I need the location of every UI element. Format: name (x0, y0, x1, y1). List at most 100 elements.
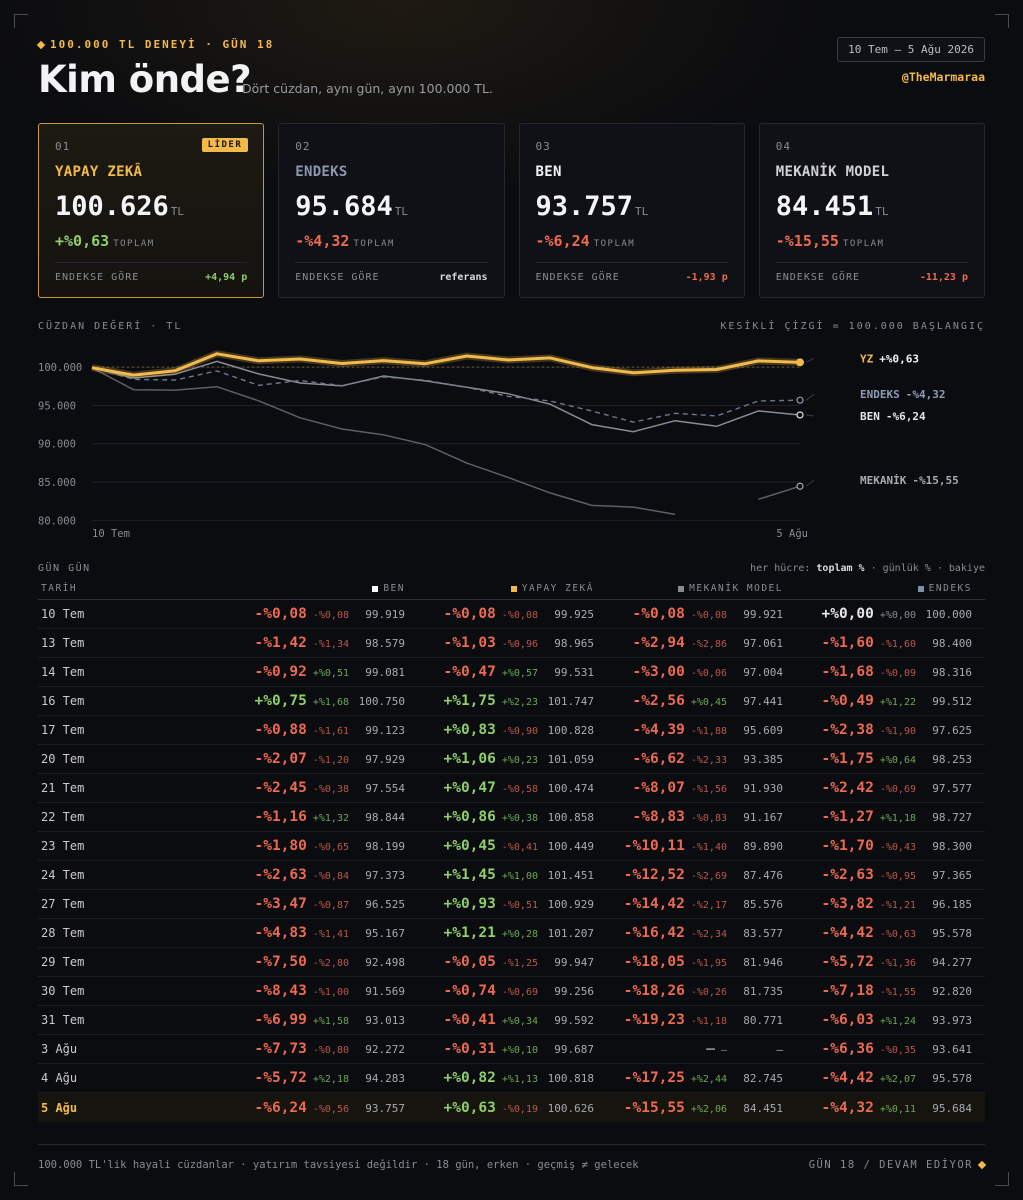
cell-daily-pct: -%0,83 (690, 813, 727, 824)
series-line-mekanik (758, 485, 801, 501)
table-row: 3 Ağu -%7,73 -%0,80 92.272 -%0,31 +%0,10 99.68… (38, 1035, 985, 1064)
cell-total-pct: -%3,82 (821, 896, 874, 912)
cell-daily-pct: -%0,09 (879, 668, 916, 679)
card-change-label: TOPLAM (353, 239, 395, 249)
series-end-label-endeks: ENDEKS -%4,32 (860, 388, 946, 401)
card-footer-value: +4,94 p (205, 272, 248, 283)
cell-ben: -%2,45 -%0,38 97.554 (228, 780, 417, 796)
cell-daily-pct: +%0,64 (879, 755, 916, 766)
cell-total-pct: +%0,86 (443, 809, 496, 825)
cell-daily-pct: -%0,08 (312, 610, 349, 621)
y-tick-label: 90.000 (38, 439, 76, 451)
cell-daily-pct: -%1,41 (312, 929, 349, 940)
cell-total-pct: -%4,39 (632, 722, 685, 738)
end-label-leader (805, 414, 815, 417)
card-footer-value: -11,23 p (919, 272, 968, 283)
cell-daily-pct: +%1,13 (501, 1074, 538, 1085)
card-change: -%15,55 TOPLAM (776, 232, 968, 250)
cell-balance: 99.687 (554, 1043, 594, 1056)
cell-ben: -%1,42 -%1,34 98.579 (228, 635, 417, 651)
cell-balance: 80.771 (743, 1014, 783, 1027)
cell-endeks: -%4,32 +%0,11 95.684 (795, 1100, 984, 1116)
card-value-unit: TL (170, 205, 185, 218)
wallet-card[interactable]: 03 BEN 93.757 TL -%6,24 TOPLAM ENDEKSE GÖRE -1,… (518, 123, 745, 298)
cell-total-pct: -%3,47 (254, 896, 307, 912)
card-footer: ENDEKSE GÖRE -1,93 p (535, 262, 728, 283)
cell-daily-pct: -%1,88 (690, 726, 727, 737)
cell-balance: 97.373 (365, 869, 405, 882)
table-row: 5 Ağu -%6,24 -%0,56 93.757 +%0,63 -%0,19 100.6… (38, 1093, 985, 1122)
cell-balance: 97.577 (932, 782, 972, 795)
cell-total-pct: -%8,83 (632, 809, 685, 825)
cell-yz: -%0,31 +%0,10 99.687 (417, 1041, 606, 1057)
cell-daily-pct: -%0,19 (501, 1103, 538, 1115)
cell-daily-pct: -%1,18 (690, 1016, 727, 1027)
cell-balance: 99.592 (554, 1014, 594, 1027)
cell-balance: 91.569 (365, 985, 405, 998)
card-change-value: +%0,63 (55, 232, 110, 250)
series-end-point-ben (796, 411, 804, 419)
cell-balance: 101.451 (547, 869, 594, 882)
card-value-number: 84.451 (775, 191, 874, 222)
diamond-icon (977, 1160, 987, 1170)
cell-mekanik: -%4,39 -%1,88 95.609 (606, 722, 795, 738)
footer: 100.000 TL'lik hayali cüzdanlar · yatırı… (38, 1144, 987, 1171)
card-number: 04 (775, 140, 791, 153)
cell-total-pct: -%8,07 (632, 780, 685, 796)
cell-balance: 99.947 (554, 956, 594, 969)
row-date: 23 Tem (41, 839, 85, 853)
cell-total-pct: -%7,50 (254, 954, 307, 970)
cell-daily-pct: +%2,06 (690, 1103, 727, 1115)
cell-daily-pct: -%2,69 (690, 871, 727, 882)
cell-total-pct: -%2,07 (254, 751, 307, 767)
legend-swatch-icon (372, 585, 379, 592)
cell-mekanik: -%18,05 -%1,95 81.946 (606, 954, 795, 970)
cell-yz: -%0,08 -%0,08 99.925 (417, 606, 606, 622)
card-change-label: TOPLAM (113, 239, 155, 249)
cell-balance: 101.207 (547, 927, 594, 940)
cell-yz: +%1,21 +%0,28 101.207 (417, 925, 606, 941)
wallet-card[interactable]: 04 MEKANİK MODEL 84.451 TL -%15,55 TOPLAM ENDE… (758, 123, 985, 298)
cell-yz: +%1,75 +%2,23 101.747 (417, 693, 606, 709)
cell-mekanik: -%2,94 -%2,86 97.061 (606, 635, 795, 651)
cell-daily-pct: -%1,21 (879, 900, 916, 911)
cell-balance: 101.059 (547, 753, 594, 766)
cell-total-pct: -%2,94 (632, 635, 685, 651)
frame-corner-top-left (14, 14, 28, 28)
cell-total-pct: -%16,42 (623, 925, 685, 941)
card-name: BEN (535, 164, 562, 180)
cell-daily-pct: -%0,38 (312, 784, 349, 795)
cell-daily-pct: +%0,11 (879, 1103, 916, 1115)
card-name: MEKANİK MODEL (775, 164, 890, 180)
table-row: 13 Tem -%1,42 -%1,34 98.579 -%1,03 -%0,96 98.9… (38, 629, 985, 658)
cell-daily-pct: +%2,23 (501, 697, 538, 708)
cell-daily-pct: -%2,86 (690, 639, 727, 650)
cell-mekanik: -%12,52 -%2,69 87.476 (606, 867, 795, 883)
cell-ben: -%0,08 -%0,08 99.919 (228, 606, 417, 622)
cell-balance: 93.013 (365, 1014, 405, 1027)
author-handle[interactable]: @TheMarmaraa (901, 70, 985, 84)
cell-daily-pct: -%0,87 (312, 900, 349, 911)
cell-daily-pct: -%0,95 (879, 871, 916, 882)
cell-balance: 89.890 (743, 840, 783, 853)
cell-total-pct: -%7,73 (254, 1041, 307, 1057)
card-change: -%6,24 TOPLAM (536, 232, 728, 250)
eyebrow: 100.000 TL DENEYİ · GÜN 18 (36, 38, 274, 51)
y-tick-label: 100.000 (38, 362, 82, 374)
footer-status-text: GÜN 18 / DEVAM EDİYOR (808, 1159, 973, 1171)
cell-balance: 97.929 (365, 753, 405, 766)
cell-daily-pct: -%0,26 (690, 987, 727, 998)
cell-balance: 98.253 (932, 753, 972, 766)
cell-balance: 85.576 (743, 898, 783, 911)
cell-daily-pct: -%0,56 (312, 1103, 349, 1115)
cell-total-pct: -%18,26 (623, 983, 685, 999)
cell-balance: 100.626 (547, 1101, 594, 1115)
cell-balance: 92.820 (932, 985, 972, 998)
cell-daily-pct: +%1,00 (501, 871, 538, 882)
cell-balance: 95.578 (932, 927, 972, 940)
cell-total-pct: -%2,38 (821, 722, 874, 738)
wallet-card[interactable]: 02 ENDEKS 95.684 TL -%4,32 TOPLAM ENDEKSE GÖRE… (278, 123, 505, 298)
card-value-unit: TL (635, 205, 649, 218)
wallet-card[interactable]: 01 LİDER YAPAY ZEKÂ 100.626 TL +%0,63 TOPLAM EN… (38, 123, 265, 298)
cell-total-pct: -%7,18 (821, 983, 874, 999)
